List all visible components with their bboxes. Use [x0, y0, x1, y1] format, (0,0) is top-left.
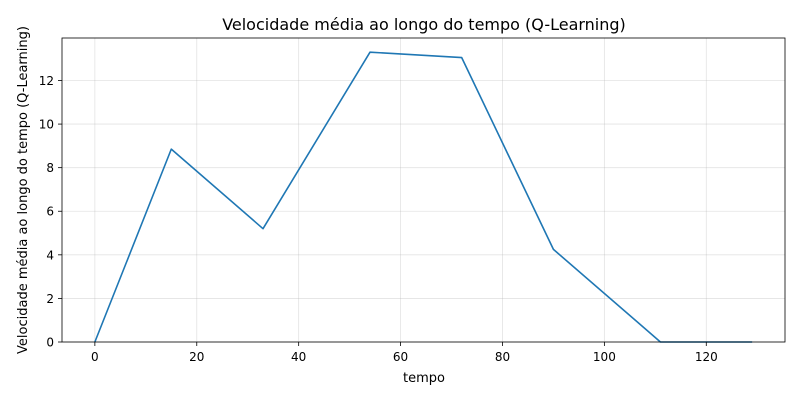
x-tick-label: 80: [495, 350, 510, 364]
x-tick-label: 40: [291, 350, 306, 364]
x-tick-label: 0: [91, 350, 99, 364]
y-tick-label: 2: [46, 292, 54, 306]
y-tick-label: 0: [46, 336, 54, 350]
x-axis: 0 20 40 60 80 100 120: [91, 342, 718, 364]
plot-series: [94, 51, 753, 343]
x-axis-label: tempo: [403, 371, 445, 386]
y-tick-label: 8: [46, 161, 54, 175]
y-tick-label: 4: [46, 248, 54, 262]
y-axis: 0 2 4 6 8 10 12: [39, 74, 62, 350]
y-tick-label: 12: [39, 74, 54, 88]
x-tick-label: 60: [393, 350, 408, 364]
y-tick-label: 6: [46, 205, 54, 219]
x-tick-label: 20: [189, 350, 204, 364]
chart-title: Velocidade média ao longo do tempo (Q-Le…: [222, 15, 626, 34]
x-tick-label: 120: [695, 350, 718, 364]
y-tick-label: 10: [39, 118, 54, 132]
x-tick-label: 100: [593, 350, 616, 364]
grid: [62, 38, 785, 343]
series-line: [94, 51, 753, 343]
plot-frame: [61, 37, 786, 343]
y-axis-label: Velocidade média ao longo do tempo (Q-Le…: [16, 26, 31, 354]
